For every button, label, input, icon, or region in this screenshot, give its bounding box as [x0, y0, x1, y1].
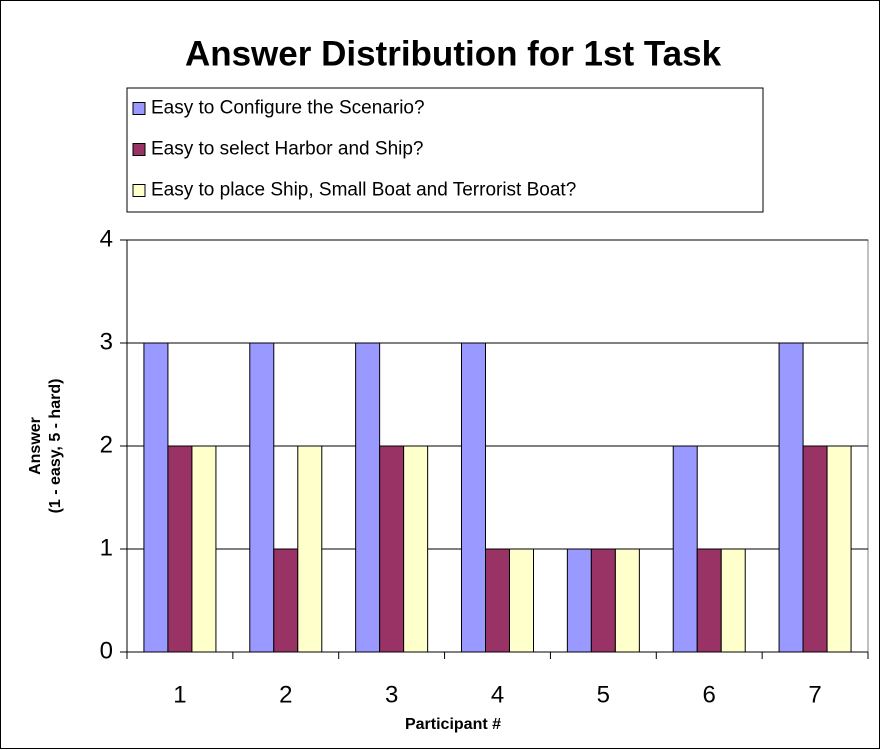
- bar: [566, 548, 592, 653]
- y-tick-label: 1: [100, 534, 113, 561]
- bar: [191, 445, 217, 653]
- y-tick-label: 0: [100, 637, 113, 664]
- y-axis-label: Answer: [27, 417, 44, 475]
- legend-swatch: [132, 102, 146, 115]
- chart-title: Answer Distribution for 1st Task: [185, 34, 722, 73]
- y-axis-label: (1 - easy, 5 - hard): [47, 379, 64, 514]
- bar: [461, 342, 486, 653]
- legend-box: [126, 87, 764, 213]
- x-axis-label: Participant #: [405, 716, 501, 733]
- legend-swatch: [132, 143, 146, 156]
- x-tick-label: 1: [173, 681, 186, 708]
- bar: [696, 548, 722, 653]
- x-tick-label: 6: [703, 681, 716, 708]
- bar: [249, 342, 275, 653]
- x-tick-label: 3: [385, 681, 398, 708]
- legend-label: Easy to place Ship, Small Boat and Terro…: [151, 180, 576, 201]
- bar: [509, 548, 534, 653]
- legend-label: Easy to select Harbor and Ship?: [151, 139, 424, 160]
- bar: [778, 342, 804, 653]
- bar: [143, 342, 169, 653]
- bar: [355, 342, 381, 653]
- bar: [802, 445, 828, 653]
- bar: [672, 445, 698, 653]
- bar: [297, 445, 323, 653]
- x-tick-label: 2: [279, 681, 292, 708]
- x-tick-label: 4: [491, 681, 504, 708]
- legend-label: Easy to Configure the Scenario?: [151, 98, 425, 119]
- y-tick-label: 4: [100, 225, 113, 252]
- x-tick-label: 5: [597, 681, 610, 708]
- bar: [167, 445, 193, 653]
- bar: [379, 445, 405, 653]
- bar: [826, 445, 852, 653]
- bar: [614, 548, 640, 653]
- legend-swatch: [132, 184, 146, 197]
- y-tick-label: 2: [100, 431, 113, 458]
- bar: [720, 548, 746, 653]
- bar: [590, 548, 616, 653]
- bar: [403, 445, 429, 653]
- y-tick-label: 3: [100, 328, 113, 355]
- bar: [273, 548, 299, 653]
- bar: [485, 548, 510, 653]
- x-tick-label: 7: [808, 681, 821, 708]
